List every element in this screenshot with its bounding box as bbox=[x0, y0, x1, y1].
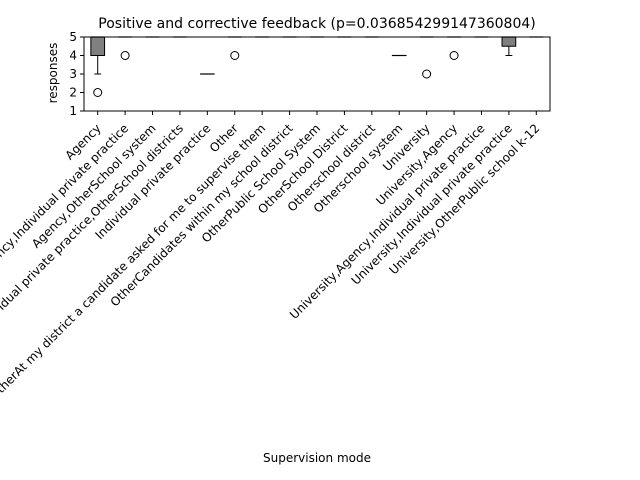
box-flier bbox=[230, 51, 240, 60]
box-flier bbox=[93, 88, 103, 97]
y-tick-label: 2 bbox=[69, 86, 77, 100]
y-tick-label: 5 bbox=[69, 30, 77, 44]
box-body bbox=[501, 36, 517, 47]
y-axis-label: responses bbox=[46, 43, 60, 104]
box-flier bbox=[449, 51, 459, 60]
plot-frame bbox=[83, 36, 551, 112]
box-flier bbox=[422, 69, 432, 79]
y-tick-label: 3 bbox=[69, 67, 77, 81]
y-tick-label: 1 bbox=[69, 104, 77, 118]
box-flier bbox=[120, 51, 130, 60]
chart-title: Positive and corrective feedback (p=0.03… bbox=[98, 16, 535, 32]
box-body bbox=[90, 36, 106, 56]
y-tick-label: 4 bbox=[69, 49, 77, 63]
x-axis-label: Supervision mode bbox=[263, 451, 371, 465]
